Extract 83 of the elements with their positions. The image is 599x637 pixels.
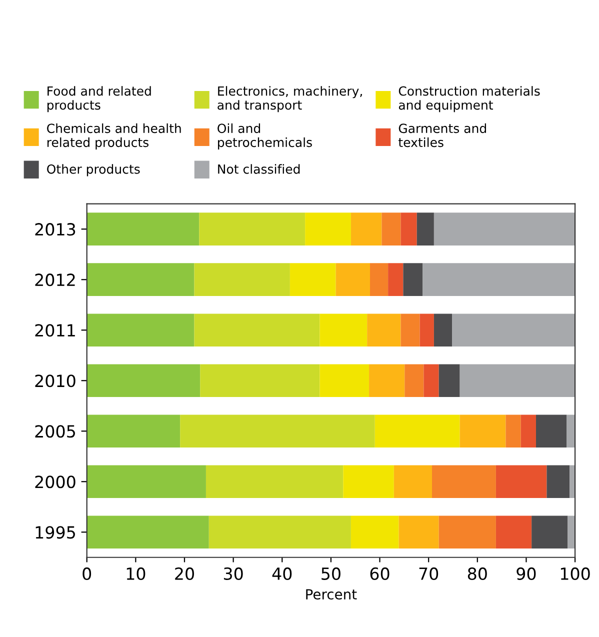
x-tick-label: 30 — [224, 567, 243, 580]
bar — [400, 212, 417, 246]
x-tick-label: 70 — [419, 567, 438, 580]
bar — [424, 364, 439, 398]
bar — [460, 364, 576, 398]
y-tick-label: 2010 — [35, 374, 76, 388]
bar — [398, 516, 439, 549]
bar — [350, 212, 382, 246]
y-tick-label: 1995 — [36, 526, 75, 539]
bar — [200, 364, 320, 398]
bar — [208, 516, 351, 549]
bar — [336, 263, 370, 296]
bar — [382, 212, 401, 246]
bar — [496, 465, 547, 498]
bar — [452, 314, 576, 347]
bar — [432, 465, 496, 498]
bar — [422, 263, 576, 296]
bar — [194, 314, 320, 347]
legend-label: Electronics, machinery, and transport — [218, 86, 362, 112]
bar — [86, 314, 194, 347]
bar — [367, 314, 401, 347]
bar — [320, 314, 368, 347]
bar — [206, 465, 344, 498]
bar — [370, 263, 388, 296]
y-tick-label: 2011 — [35, 324, 75, 337]
x-tick-label: 90 — [516, 567, 536, 580]
legend-label: Garments and textiles — [398, 123, 486, 148]
bar — [343, 465, 394, 498]
bar — [394, 465, 432, 498]
x-tick-label: 100 — [560, 567, 590, 580]
legend-label: Oil and petrochemicals — [218, 123, 312, 150]
bar — [438, 516, 496, 549]
bar — [388, 263, 404, 296]
y-tick-label: 2013 — [35, 223, 76, 236]
x-tick-label: 20 — [175, 567, 194, 580]
y-tick-label: 2000 — [35, 476, 76, 488]
bar — [86, 212, 200, 246]
bar — [400, 314, 420, 347]
bar — [460, 414, 506, 448]
x-tick-label: 0 — [82, 567, 92, 580]
bar — [570, 465, 576, 498]
bar — [506, 414, 521, 448]
bar — [86, 465, 206, 498]
bar — [434, 314, 452, 347]
legend-label: Other products — [47, 164, 140, 176]
bar — [496, 516, 532, 549]
bar — [566, 414, 576, 448]
bar — [199, 212, 306, 246]
legend-label: Chemicals and health related products — [47, 123, 181, 150]
bar — [86, 364, 200, 398]
bar — [546, 465, 570, 498]
x-tick-label: 80 — [468, 567, 487, 580]
x-tick-label: 40 — [272, 567, 292, 580]
legend-label: Not classified — [218, 164, 300, 174]
y-tick-label: 2005 — [35, 425, 75, 438]
bar — [532, 516, 568, 549]
legend-label: Construction materials and equipment — [398, 86, 540, 112]
x-axis-title: Percent — [306, 589, 357, 600]
bar — [434, 212, 576, 246]
bar — [536, 414, 567, 448]
bar — [290, 263, 336, 296]
bar — [350, 516, 399, 549]
bar — [416, 212, 434, 246]
x-tick-label: 10 — [126, 567, 146, 580]
bar — [86, 516, 209, 549]
bar — [86, 414, 180, 448]
bar — [180, 414, 375, 448]
bar — [194, 263, 290, 296]
bar — [374, 414, 460, 448]
bar — [420, 314, 434, 347]
bar — [320, 364, 370, 398]
legend-label: Food and related products — [47, 86, 151, 112]
bar — [305, 212, 351, 246]
bar — [520, 414, 536, 448]
x-tick-label: 50 — [322, 567, 340, 580]
bar — [438, 364, 460, 398]
bar — [404, 364, 424, 398]
bar — [568, 516, 576, 549]
x-tick-label: 60 — [370, 567, 390, 580]
bar — [403, 263, 423, 296]
y-tick-label: 2012 — [35, 274, 75, 286]
bar — [86, 263, 194, 296]
bar — [369, 364, 405, 398]
